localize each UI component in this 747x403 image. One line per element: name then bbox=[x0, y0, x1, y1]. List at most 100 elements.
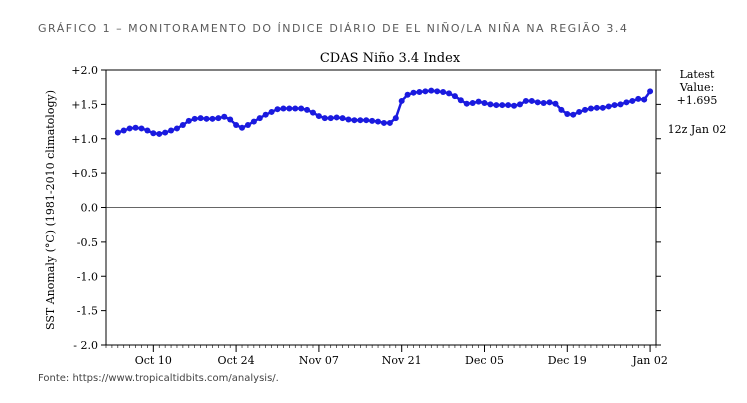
data-point bbox=[451, 93, 458, 100]
data-point bbox=[404, 91, 411, 98]
data-point bbox=[179, 122, 186, 128]
data-point bbox=[499, 102, 506, 109]
data-point bbox=[505, 102, 512, 109]
data-point bbox=[357, 117, 364, 124]
data-point bbox=[617, 101, 624, 108]
data-point bbox=[262, 111, 269, 118]
data-point bbox=[623, 99, 630, 106]
data-point bbox=[162, 129, 169, 136]
data-point bbox=[375, 118, 382, 125]
x-tick-label: Oct 10 bbox=[135, 354, 172, 367]
y-tick-label: +1.0 bbox=[71, 133, 98, 146]
data-point bbox=[244, 122, 251, 128]
data-point bbox=[629, 97, 636, 104]
data-point bbox=[114, 129, 121, 136]
latest-value: +1.695 bbox=[677, 94, 718, 107]
data-point bbox=[493, 102, 500, 109]
data-point bbox=[144, 127, 151, 134]
data-point bbox=[475, 98, 482, 105]
data-point bbox=[428, 87, 435, 94]
x-tick-label: Jan 02 bbox=[631, 354, 668, 367]
data-point bbox=[280, 105, 287, 112]
data-point bbox=[511, 102, 518, 109]
data-point bbox=[126, 125, 133, 132]
data-point bbox=[434, 88, 441, 95]
data-point bbox=[191, 115, 198, 122]
data-point bbox=[410, 89, 417, 96]
data-point bbox=[463, 100, 470, 107]
x-tick-label: Dec 19 bbox=[548, 354, 587, 367]
data-point bbox=[605, 103, 612, 110]
data-point bbox=[215, 115, 222, 122]
data-point bbox=[351, 117, 358, 124]
y-tick-label: - 2.0 bbox=[73, 339, 98, 352]
series bbox=[114, 87, 654, 137]
data-point bbox=[481, 100, 488, 106]
data-point bbox=[274, 106, 281, 113]
data-point bbox=[292, 105, 299, 112]
data-point bbox=[534, 99, 541, 106]
y-tick-label: -1.5 bbox=[77, 305, 98, 318]
data-point bbox=[611, 102, 618, 109]
data-point bbox=[540, 100, 547, 106]
data-point bbox=[487, 101, 494, 108]
data-point bbox=[173, 125, 180, 132]
data-point bbox=[333, 114, 340, 121]
data-point bbox=[546, 99, 553, 106]
data-point bbox=[138, 125, 145, 132]
figure-caption: GRÁFICO 1 – MONITORAMENTO DO ÍNDICE DIÁR… bbox=[38, 22, 629, 35]
data-point bbox=[564, 111, 571, 117]
data-point bbox=[522, 97, 529, 104]
data-point bbox=[298, 105, 305, 112]
y-tick-label: +2.0 bbox=[71, 64, 98, 77]
data-point bbox=[286, 105, 293, 112]
latest-label: Latest bbox=[680, 68, 715, 81]
data-point bbox=[398, 97, 405, 104]
x-tick-label: Nov 21 bbox=[382, 354, 422, 367]
y-tick-label: -1.0 bbox=[77, 270, 98, 283]
y-tick-label: +0.5 bbox=[71, 167, 98, 180]
data-point bbox=[570, 111, 577, 118]
data-point bbox=[185, 117, 192, 124]
figure-source: Fonte: https://www.tropicaltidbits.com/a… bbox=[38, 373, 279, 384]
data-point bbox=[587, 105, 594, 112]
x-tick-label: Oct 24 bbox=[218, 354, 255, 367]
data-point bbox=[304, 106, 311, 113]
data-point bbox=[221, 113, 228, 120]
data-point bbox=[120, 127, 127, 134]
data-point bbox=[599, 104, 606, 111]
data-point bbox=[457, 97, 464, 104]
data-point bbox=[558, 106, 565, 113]
data-point bbox=[641, 96, 648, 103]
data-point bbox=[339, 115, 346, 122]
data-point bbox=[309, 109, 316, 116]
data-point bbox=[593, 104, 600, 111]
data-point bbox=[422, 88, 429, 95]
y-tick-label: 0.0 bbox=[81, 202, 99, 215]
data-point bbox=[203, 115, 210, 122]
data-point bbox=[197, 115, 204, 122]
data-point bbox=[440, 89, 447, 95]
data-point bbox=[327, 115, 334, 122]
data-point bbox=[233, 122, 240, 128]
data-point bbox=[150, 130, 157, 137]
series-line bbox=[117, 89, 652, 136]
y-axis: +2.0 +1.5 +1.0 +0.5 0.0 -0.5 -1.0 -1.5 - 2.0 bbox=[71, 64, 661, 352]
data-point bbox=[392, 115, 399, 122]
data-point bbox=[416, 89, 423, 95]
x-axis: Oct 10 Oct 24 Nov 07 Nov 21 Dec 05 Dec 19 Jan … bbox=[105, 345, 668, 367]
data-point bbox=[156, 130, 163, 137]
data-point bbox=[268, 108, 275, 115]
data-point bbox=[528, 97, 535, 104]
data-point bbox=[256, 115, 263, 122]
plot-frame bbox=[105, 69, 657, 346]
y-axis-label: SST Anomaly (°C) (1981-2010 climatology) bbox=[44, 90, 57, 330]
x-tick-label: Dec 05 bbox=[465, 354, 504, 367]
data-point bbox=[363, 117, 370, 124]
data-point bbox=[469, 100, 476, 106]
data-point bbox=[446, 90, 453, 97]
x-tick-label: Nov 07 bbox=[299, 354, 339, 367]
data-point bbox=[321, 115, 328, 122]
data-point bbox=[582, 106, 589, 113]
